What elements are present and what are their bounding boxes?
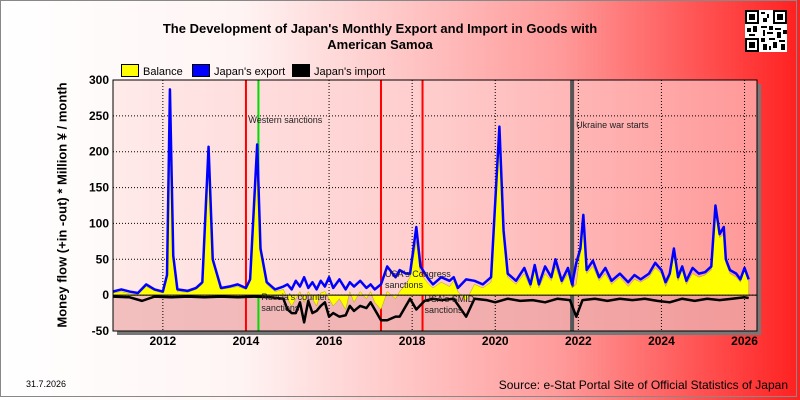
y-tick-label: 150 — [89, 181, 109, 195]
annotation-usa-smid-sanctions: USA's SMID sanctions — [425, 294, 475, 315]
x-tick-label: 2016 — [316, 334, 343, 348]
annotation-russia-counter-sanctions: Russia's counter sanctions — [261, 292, 327, 313]
x-tick-label: 2022 — [565, 334, 592, 348]
legend-label-balance: Balance — [143, 66, 183, 78]
legend-label-import: Japan's import — [314, 66, 386, 78]
legend-label-export: Japan's export — [214, 66, 286, 78]
y-tick-label: -50 — [92, 324, 110, 338]
y-tick-label: 250 — [89, 109, 109, 123]
plot-border — [112, 79, 758, 332]
legend-item-balance: Balance — [121, 64, 183, 78]
date-stamp: 31.7.2026 — [26, 379, 67, 389]
x-tick-label: 2020 — [482, 334, 509, 348]
chart-title: The Development of Japan's Monthly Expor… — [162, 21, 598, 52]
x-tick-label: 2026 — [731, 334, 758, 348]
legend-swatch-import — [292, 64, 310, 77]
y-tick-label: 100 — [89, 216, 109, 230]
y-tick-label: 300 — [89, 73, 109, 87]
import-line — [113, 295, 749, 324]
negative-zone — [113, 295, 757, 331]
x-tick-label: 2014 — [233, 334, 260, 348]
y-tick-label: 200 — [89, 145, 109, 159]
legend-item-import: Japan's import — [292, 64, 385, 78]
x-tick-label: 2018 — [399, 334, 426, 348]
annotation-ukraine-war: Ukraine war starts — [576, 120, 649, 130]
legend-swatch-balance — [121, 64, 139, 77]
annotation-western-sanctions: Western sanctions — [248, 115, 322, 125]
export-line — [113, 88, 750, 295]
y-tick-label: 0 — [102, 288, 109, 302]
series-group — [113, 88, 757, 324]
y-tick-label: 50 — [96, 252, 110, 266]
x-tick-label: 2012 — [150, 334, 177, 348]
source-text: Source: e-Stat Portal Site of Official S… — [498, 378, 788, 392]
x-tick-label: 2024 — [648, 334, 675, 348]
qr-code-icon[interactable] — [745, 10, 787, 52]
annotation-usa-congress-sanctions: USA's Congress sanctions — [385, 269, 451, 290]
legend-item-export: Japan's export — [192, 64, 285, 78]
legend-swatch-export — [192, 64, 210, 77]
